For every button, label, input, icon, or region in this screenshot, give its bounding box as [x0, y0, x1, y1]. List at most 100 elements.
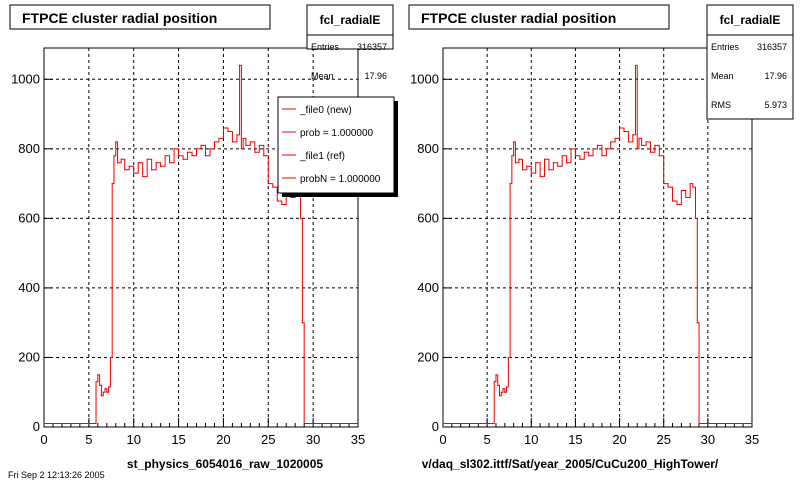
data-point: [249, 141, 251, 143]
data-point: [685, 196, 687, 199]
chart-title: FTPCE cluster radial position: [421, 10, 616, 26]
footer-timestamp: Fri Sep 2 12:13:26 2005: [8, 470, 105, 480]
x-tick-label: 15: [171, 432, 185, 447]
data-point: [231, 141, 233, 143]
data-point: [543, 158, 546, 160]
data-point: [505, 386, 508, 388]
data-point: [671, 200, 674, 202]
data-point: [301, 322, 303, 324]
data-point: [151, 169, 153, 171]
data-point: [596, 144, 599, 146]
y-tick-label: 200: [18, 349, 40, 364]
x-tick-label: 10: [524, 432, 538, 447]
x-tick-label: 20: [216, 432, 230, 447]
data-point: [641, 144, 643, 146]
data-point: [113, 155, 115, 157]
x-tick-label: 15: [568, 432, 582, 447]
x-tick-label: 0: [439, 432, 446, 447]
data-point: [654, 144, 656, 146]
data-point: [160, 165, 162, 167]
data-point: [263, 155, 265, 157]
y-tick-label: 200: [417, 349, 439, 364]
y-tick-label: 1000: [11, 71, 40, 86]
data-point: [689, 183, 691, 185]
data-point: [164, 155, 166, 157]
data-point: [242, 137, 244, 140]
data-point: [751, 422, 753, 425]
data-point: [636, 148, 638, 150]
data-point: [498, 395, 501, 397]
x-tick-label: 5: [484, 432, 491, 447]
y-tick-label: 1000: [410, 71, 439, 86]
data-point: [186, 151, 189, 153]
stats-label: Entries: [711, 42, 740, 52]
data-point: [240, 148, 242, 150]
data-point: [142, 176, 144, 178]
x-axis-label: v/daq_sl302.ittf/Sat/year_2005/CuCu200_H…: [422, 457, 719, 471]
data-point: [634, 64, 637, 66]
data-point: [227, 130, 229, 133]
y-tick-label: 0: [432, 419, 439, 434]
data-point: [116, 162, 119, 164]
data-point: [649, 151, 652, 153]
data-point: [511, 155, 513, 157]
chart-title-box: [408, 4, 670, 30]
data-point: [566, 162, 568, 164]
stats-box: [706, 4, 794, 120]
data-point: [614, 137, 616, 140]
x-tick-label: 30: [306, 432, 320, 447]
data-point: [698, 422, 700, 425]
legend-entry: probN = 1.000000: [300, 174, 381, 185]
legend-entry: prob = 1.000000: [300, 128, 374, 139]
stats-value: 17.96: [364, 71, 387, 81]
x-tick-label: 10: [126, 432, 140, 447]
data-point: [493, 381, 495, 383]
x-tick-label: 30: [701, 432, 715, 447]
y-tick-label: 800: [18, 141, 40, 156]
data-point: [588, 155, 590, 157]
data-point: [137, 162, 139, 164]
chart-title-box: [9, 4, 271, 30]
data-point: [177, 155, 180, 157]
data-point: [645, 141, 647, 143]
data-point: [667, 186, 669, 188]
x-tick-label: 25: [656, 432, 670, 447]
data-point: [276, 200, 278, 202]
data-point: [535, 162, 537, 164]
data-point: [281, 203, 283, 206]
chart-panel-2: FTPCE cluster radial position 0 5 10 15 20 25 3…: [408, 4, 794, 471]
data-point: [618, 127, 621, 129]
stats-box: [306, 4, 394, 50]
data-point: [97, 374, 99, 376]
data-point: [504, 391, 506, 393]
data-point: [605, 148, 607, 150]
data-point: [238, 64, 241, 66]
data-point: [570, 148, 572, 150]
stats-name: fcl_radialE: [320, 13, 381, 27]
y-tick-label: 400: [18, 280, 40, 295]
y-tick-label: 600: [18, 210, 40, 225]
x-tick-label: 5: [85, 432, 92, 447]
data-point: [592, 148, 594, 150]
data-point: [694, 217, 697, 219]
x-tick-label: 0: [40, 432, 47, 447]
legend-box: [277, 96, 395, 194]
data-point: [169, 162, 171, 164]
data-point: [267, 183, 269, 185]
data-point: [133, 172, 135, 174]
y-tick-label: 600: [417, 210, 439, 225]
stats-label: RMS: [711, 100, 731, 110]
data-point: [507, 356, 509, 359]
stats-name: fcl_radialE: [720, 13, 781, 27]
data-point: [548, 169, 550, 171]
data-point: [579, 158, 581, 160]
data-point: [104, 388, 106, 390]
data-point: [218, 137, 220, 140]
data-point: [290, 196, 292, 199]
data-point: [93, 422, 95, 425]
data-point: [521, 169, 524, 171]
data-point: [195, 148, 198, 150]
data-point: [509, 183, 511, 185]
data-point: [146, 158, 148, 160]
